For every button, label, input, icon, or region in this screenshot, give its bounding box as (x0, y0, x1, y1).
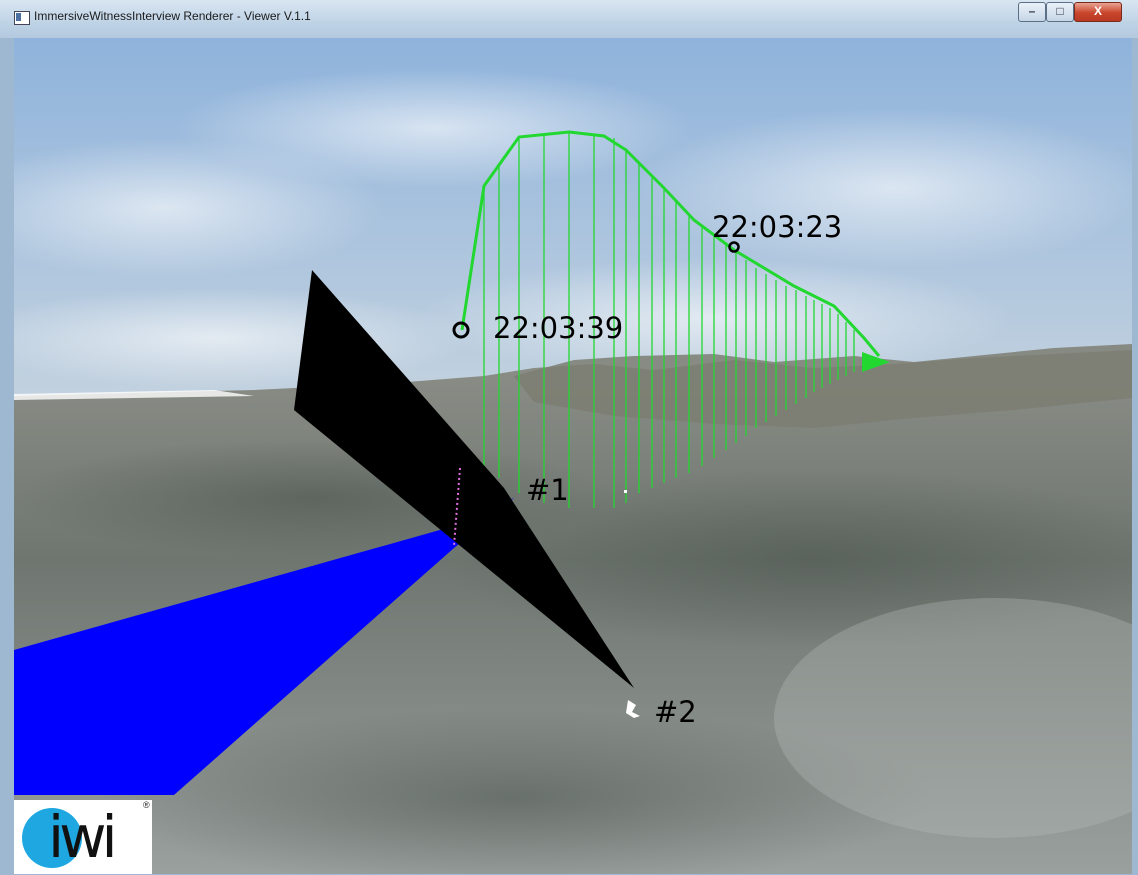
mid-point-marker (728, 241, 740, 253)
maximize-icon: □ (1056, 4, 1064, 18)
track-altitude-drops (483, 132, 855, 508)
small-point (624, 490, 627, 493)
scene-canvas[interactable]: 22:03:39 22:03:23 #1 #2 (14, 38, 1132, 874)
terrain (14, 344, 1132, 874)
window-title: ImmersiveWitnessInterview Renderer - Vie… (34, 9, 311, 23)
logo-text: iwi (48, 803, 118, 871)
sightline-2-black (294, 270, 634, 688)
track-tail (862, 352, 890, 372)
marker-label-2: #2 (654, 695, 697, 729)
minimize-icon: – (1028, 4, 1036, 18)
close-icon: X (1093, 4, 1102, 18)
intersection-dots (453, 467, 461, 547)
track-path (460, 130, 881, 357)
minimize-button[interactable]: – (1018, 2, 1046, 22)
marker-label-1: #1 (526, 473, 569, 507)
flight-track (460, 130, 890, 508)
close-button[interactable]: X (1074, 2, 1122, 22)
iwi-logo: iwi ® (14, 800, 152, 874)
start-point-marker (452, 321, 470, 339)
render-viewport[interactable]: 22:03:39 22:03:23 #1 #2 iwi ® (14, 38, 1132, 874)
logo-registered-mark: ® (143, 800, 150, 810)
time-label-start: 22:03:39 (493, 311, 623, 345)
witness-marker-icon (626, 700, 640, 718)
logo-circle (22, 808, 82, 868)
time-label-mid: 22:03:23 (712, 210, 842, 244)
title-bar[interactable]: ImmersiveWitnessInterview Renderer - Vie… (0, 0, 1138, 38)
maximize-button[interactable]: □ (1046, 2, 1074, 22)
sightline-1-blue (14, 498, 514, 795)
app-icon (14, 11, 30, 25)
